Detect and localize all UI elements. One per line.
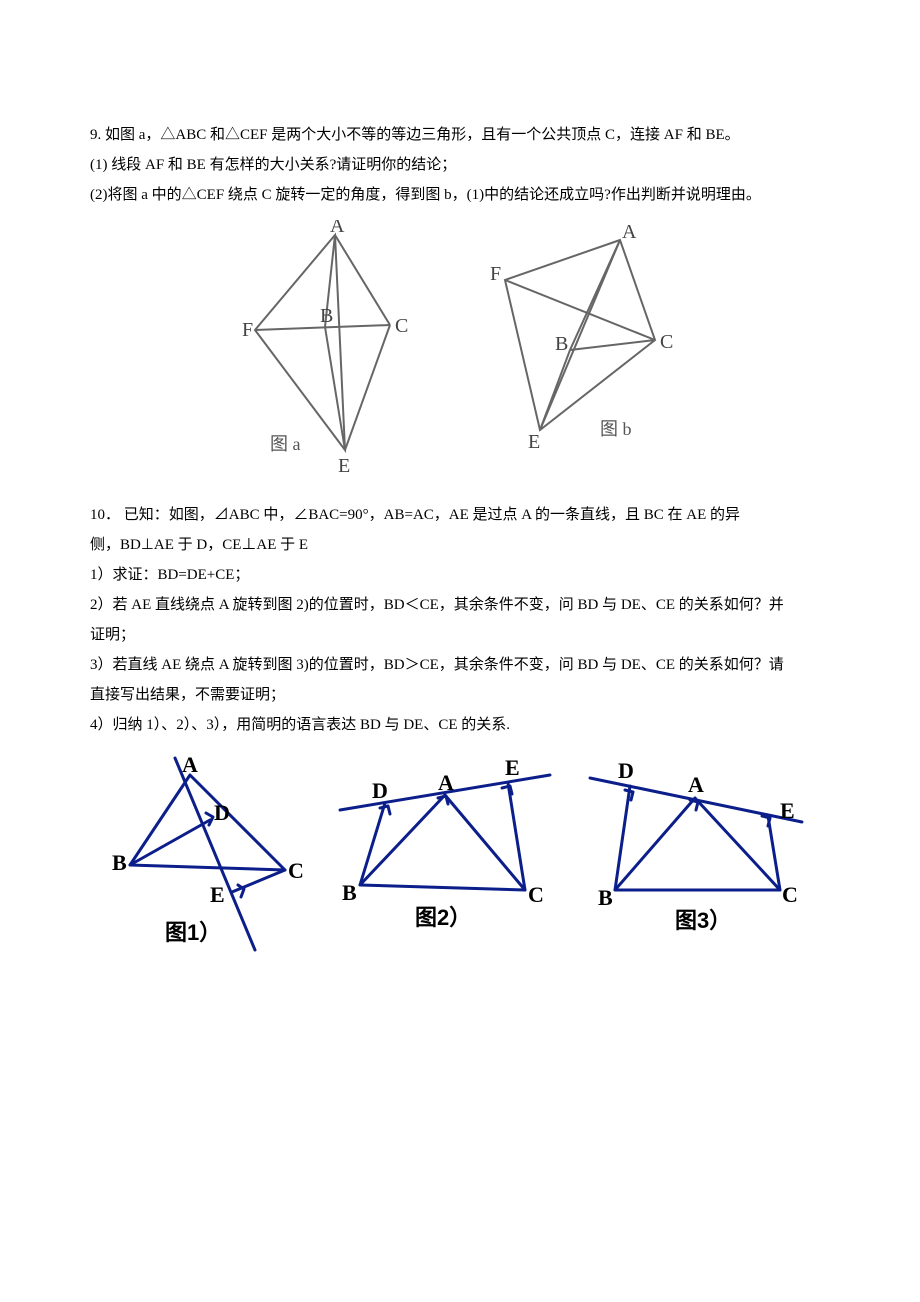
label-C: C	[782, 882, 798, 907]
label-B: B	[112, 850, 127, 875]
caption-3: 图3）	[675, 908, 731, 933]
label-A: A	[182, 752, 198, 777]
p10-q2a: 2）若 AE 直线绕点 A 旋转到图 2)的位置时，BD＜CE，其余条件不变，问…	[90, 590, 830, 620]
p10-stem-1: 10． 已知：如图，⊿ABC 中，∠BAC=90°，AB=AC，AE 是过点 A…	[90, 500, 830, 530]
label-E: E	[338, 455, 350, 477]
p9-q2: (2)将图 a 中的△CEF 绕点 C 旋转一定的角度，得到图 b，(1)中的结…	[90, 180, 830, 210]
p9-figure-b: A F B C E 图 b	[470, 220, 690, 470]
caption-a: 图 a	[270, 434, 301, 454]
p10-q3a: 3）若直线 AE 绕点 A 旋转到图 3)的位置时，BD＞CE，其余条件不变，问…	[90, 650, 830, 680]
label-C: C	[288, 858, 304, 883]
p10-q3b: 直接写出结果，不需要证明；	[90, 680, 830, 710]
label-D: D	[372, 778, 388, 803]
p10-figure-1: A B C D E 图1）	[110, 750, 310, 970]
p10-stem-2: 侧，BD⊥AE 于 D，CE⊥AE 于 E	[90, 530, 830, 560]
caption-b: 图 b	[600, 419, 632, 439]
label-A: A	[330, 220, 345, 237]
caption-2: 图2）	[415, 905, 471, 930]
p9-q1: (1) 线段 AF 和 BE 有怎样的大小关系?请证明你的结论；	[90, 150, 830, 180]
p9-figure-a: A F B C E 图 a	[230, 220, 430, 480]
label-F: F	[242, 319, 253, 341]
p10-q4: 4）归纳 1）、2）、3），用简明的语言表达 BD 与 DE、CE 的关系.	[90, 710, 830, 740]
label-C: C	[660, 331, 673, 353]
p10-q2b: 证明；	[90, 620, 830, 650]
label-D: D	[618, 758, 634, 783]
label-E: E	[528, 431, 540, 453]
label-D: D	[214, 800, 230, 825]
label-B: B	[342, 880, 357, 905]
p9-stem: 9. 如图 a，△ABC 和△CEF 是两个大小不等的等边三角形，且有一个公共顶…	[90, 120, 830, 150]
p10-q1: 1）求证：BD=DE+CE；	[90, 560, 830, 590]
label-E: E	[780, 798, 795, 823]
p10-figure-3: A B C D E 图3）	[580, 750, 810, 940]
label-C: C	[395, 315, 408, 337]
label-A: A	[438, 770, 454, 795]
label-C: C	[528, 882, 544, 907]
label-B: B	[320, 305, 333, 327]
caption-1: 图1）	[165, 920, 221, 945]
label-B: B	[598, 885, 613, 910]
label-B: B	[555, 333, 568, 355]
label-E: E	[210, 882, 225, 907]
p10-figure-2: A B C D E 图2）	[330, 750, 560, 940]
label-F: F	[490, 263, 501, 285]
label-A: A	[688, 772, 704, 797]
label-A: A	[622, 221, 637, 243]
label-E: E	[505, 755, 520, 780]
p9-figures: A F B C E 图 a A F B C E 图 b	[90, 220, 830, 480]
p10-figures: A B C D E 图1） A B C D E 图2）	[90, 750, 830, 970]
